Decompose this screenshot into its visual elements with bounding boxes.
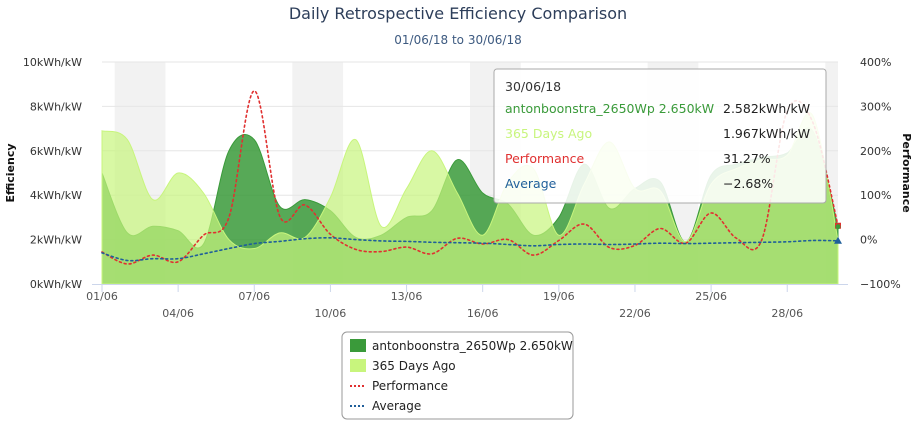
legend-item-label: Performance	[372, 379, 448, 393]
x-tick-label: 19/06	[543, 290, 575, 303]
y2-tick-label: 400%	[860, 56, 891, 69]
average-marker	[834, 236, 842, 244]
x-tick-label: 07/06	[238, 290, 270, 303]
y-tick-label: 2kWh/kW	[30, 234, 82, 247]
legend-box	[341, 331, 574, 420]
y-axis-right: −100% 0% 100% 200% 300% 400%	[860, 56, 901, 291]
legend-swatch-1	[350, 359, 366, 372]
tooltip-box	[493, 68, 827, 204]
tooltip-row-value: 1.967kWh/kW	[723, 126, 810, 141]
x-tick-label: 04/06	[162, 307, 194, 320]
series-line-2	[101, 90, 839, 265]
legend-item-label: antonboonstra_2650Wp 2.650kW	[372, 339, 573, 353]
x-tick-label: 22/06	[619, 307, 651, 320]
x-axis: 01/06 04/06 07/06 10/06 13/06 16/06 19/06 22/06…	[86, 284, 803, 320]
y2-tick-label: 100%	[860, 189, 891, 202]
x-tick-label: 25/06	[695, 290, 727, 303]
x-tick-label: 10/06	[315, 307, 347, 320]
tooltip-row-label: 365 Days Ago	[505, 126, 592, 141]
x-tick-label: 13/06	[391, 290, 423, 303]
tooltip-row-label: antonboonstra_2650Wp 2.650kW	[505, 101, 714, 116]
primary-marker	[835, 224, 841, 230]
y2-tick-label: 0%	[860, 234, 877, 247]
legend: antonboonstra_2650Wp 2.650kW 365 Days Ago…	[341, 331, 574, 420]
legend-item-label: Average	[372, 399, 421, 413]
y-tick-label: 0kWh/kW	[30, 278, 82, 291]
tooltip-date: 30/06/18	[505, 79, 561, 94]
y2-tick-label: 200%	[860, 145, 891, 158]
x-tick-label: 01/06	[86, 290, 118, 303]
y-axis-title: Efficiency	[4, 143, 17, 202]
tooltip-row-label: Average	[505, 176, 557, 191]
y-tick-label: 6kWh/kW	[30, 145, 82, 158]
tooltip-row-value: 31.27%	[723, 151, 771, 166]
tooltip-row-label: Performance	[505, 151, 585, 166]
chart-title: Daily Retrospective Efficiency Compariso…	[289, 4, 627, 23]
y2-tick-label: 300%	[860, 100, 891, 113]
tooltip-row-value: −2.68%	[723, 176, 773, 191]
legend-item-label: 365 Days Ago	[372, 359, 456, 373]
y-tick-label: 10kWh/kW	[23, 56, 82, 69]
y2-tick-label: −100%	[860, 278, 901, 291]
hover-markers	[834, 222, 842, 244]
chart-subtitle: 01/06/18 to 30/06/18	[394, 33, 521, 47]
x-tick-label: 16/06	[467, 307, 499, 320]
y-tick-label: 8kWh/kW	[30, 100, 82, 113]
series-line-3	[101, 236, 839, 262]
y2-axis-title: Performance	[900, 133, 913, 212]
y-axis-left: 0kWh/kW 2kWh/kW 4kWh/kW 6kWh/kW 8kWh/kW 10kWh…	[23, 56, 82, 291]
x-tick-label: 28/06	[771, 307, 803, 320]
legend-swatch-0	[350, 339, 366, 352]
y-tick-label: 4kWh/kW	[30, 189, 82, 202]
tooltip: 30/06/18 antonboonstra_2650Wp 2.650kW 2.5…	[493, 68, 827, 204]
tooltip-row-value: 2.582kWh/kW	[723, 101, 810, 116]
